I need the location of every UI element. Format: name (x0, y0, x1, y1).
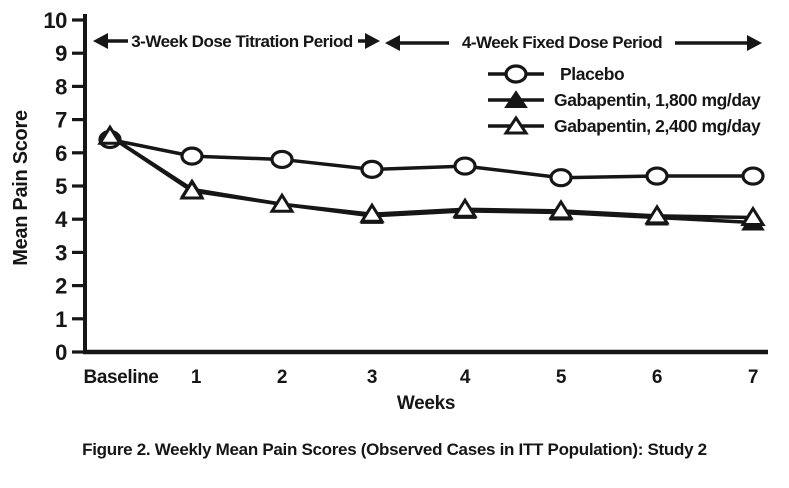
marker-gabapentin-2-400-mg-day (548, 199, 574, 220)
marker-gabapentin-2-400-mg-day (359, 202, 385, 223)
legend-label-gabapentin-1800: Gabapentin, 1,800 mg/day (554, 89, 761, 110)
x-tick-label: 1 (191, 367, 202, 388)
series-line-placebo (109, 137, 753, 180)
fixed-right-arrowhead-icon (747, 35, 762, 51)
x-tick-label: 7 (748, 367, 758, 388)
marker-gabapentin-2-400-mg-day (452, 197, 478, 218)
y-tick-label: 0 (55, 340, 67, 365)
marker-placebo (645, 166, 669, 186)
marker-placebo (180, 146, 204, 166)
marker-placebo (360, 159, 384, 179)
legend-item-gabapentin-1800: Gabapentin, 1,800 mg/day (487, 89, 761, 111)
marker-gabapentin-2-400-mg-day (269, 192, 295, 213)
x-tick-label: 2 (277, 367, 287, 388)
legend-item-gabapentin-2400: Gabapentin, 2,400 mg/day (487, 115, 761, 137)
x-tick-label: Baseline (84, 367, 159, 388)
legend-item-placebo: Placebo (487, 63, 760, 85)
triangle-filled-marker-icon (488, 90, 544, 108)
marker-gabapentin-2-400-mg-day (97, 124, 123, 145)
triangle-open-marker-icon (488, 115, 544, 135)
legend: Placebo Gabapentin, 1,800 mg/day Gabapen… (487, 63, 761, 137)
legend-label-gabapentin-2400: Gabapentin, 2,400 mg/day (554, 115, 761, 136)
figure-caption: Figure 2. Weekly Mean Pain Scores (Obser… (82, 440, 707, 459)
chart-canvas: 0 1 2 3 4 5 6 7 8 9 10 Baseline 1 2 3 4 5 6 7 (43, 8, 768, 388)
y-tick-label: 5 (55, 174, 67, 199)
annotation-titration-period: 3-Week Dose Titration Period (131, 32, 353, 51)
marker-placebo (741, 166, 765, 186)
y-tick-label: 8 (55, 74, 67, 99)
marker-gabapentin-2-400-mg-day (740, 205, 766, 227)
x-tick-label: 4 (460, 367, 471, 388)
series-line-gabapentin-2-400-mg-day (109, 134, 754, 220)
y-tick-label: 2 (55, 274, 67, 299)
y-tick-label: 7 (55, 108, 67, 133)
annotation-fixed-dose-period: 4-Week Fixed Dose Period (461, 33, 663, 52)
fixed-left-arrowhead-icon (385, 35, 400, 51)
marker-placebo (453, 156, 477, 176)
y-tick-label: 3 (55, 240, 67, 265)
legend-label-placebo: Placebo (560, 63, 625, 84)
x-tick-label: 5 (556, 367, 567, 388)
marker-placebo (549, 168, 573, 188)
marker-gabapentin-2-400-mg-day (179, 179, 205, 200)
x-tick-label: 3 (367, 367, 377, 388)
circle-open-marker-icon (488, 64, 544, 84)
y-tick-label: 9 (55, 41, 67, 66)
y-tick-label: 1 (55, 307, 67, 332)
x-tick-label: 6 (652, 367, 662, 388)
y-tick-label: 10 (43, 8, 67, 33)
titration-left-arrowhead-icon (93, 33, 108, 49)
marker-gabapentin-2-400-mg-day (644, 204, 670, 225)
y-axis-title: Mean Pain Score (10, 110, 32, 266)
y-tick-label: 6 (55, 141, 67, 166)
marker-placebo (270, 149, 294, 170)
titration-right-arrowhead-icon (365, 33, 380, 49)
x-axis-title: Weeks (396, 393, 456, 414)
y-tick-label: 4 (55, 207, 68, 232)
